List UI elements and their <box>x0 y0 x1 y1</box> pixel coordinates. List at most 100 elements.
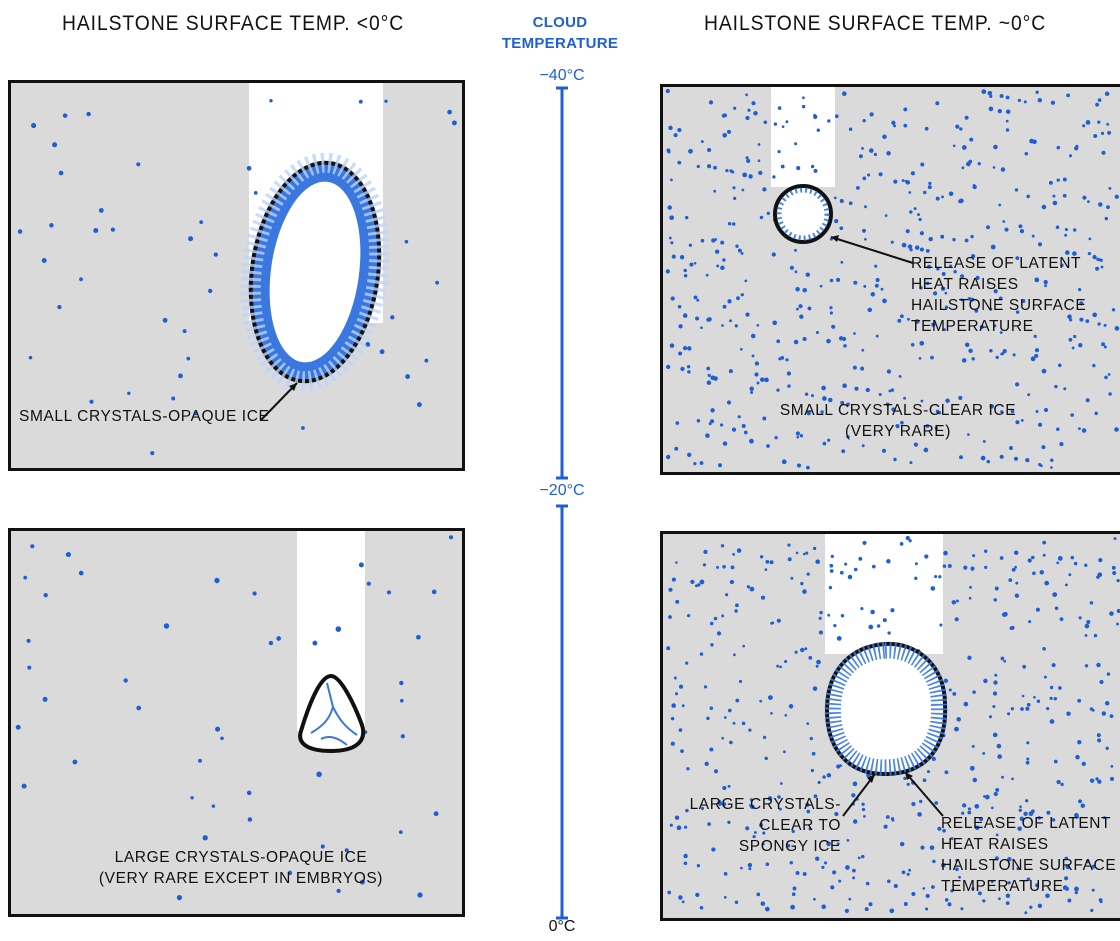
droplet-dot <box>696 164 700 169</box>
droplet-dot <box>336 888 341 894</box>
label-pointer <box>260 382 298 421</box>
droplet-dot <box>753 831 757 834</box>
label-line: CLEAR TO <box>759 817 841 834</box>
droplet-dot <box>970 566 975 571</box>
droplet-dot <box>722 113 727 118</box>
droplet-dot <box>832 870 837 875</box>
droplet-dot <box>1000 352 1003 356</box>
droplet-dot <box>860 366 865 371</box>
droplet-dot <box>839 570 844 575</box>
droplet-dot <box>963 701 969 707</box>
droplet-dot <box>690 579 695 585</box>
droplet-dot <box>950 837 954 841</box>
droplet-dot <box>735 244 739 248</box>
droplet-dot <box>944 291 948 295</box>
droplet-dot <box>886 151 891 156</box>
droplet-dot <box>737 415 741 419</box>
panel-bottom-left: LARGE CRYSTALS-OPAQUE ICE (VERY RARE EXC… <box>8 528 465 917</box>
droplet-dot <box>968 159 973 164</box>
droplet-dot <box>910 171 916 176</box>
droplet-dot <box>678 351 683 356</box>
droplet-dot <box>922 778 927 783</box>
droplet-dot <box>1064 876 1069 881</box>
droplet-dot <box>785 120 789 124</box>
droplet-dot <box>861 348 865 352</box>
droplet-dot <box>981 89 987 95</box>
droplet-dot <box>700 806 705 811</box>
droplet-dot <box>833 196 837 200</box>
droplet-dot <box>687 346 692 351</box>
droplet-dot <box>1005 128 1010 132</box>
droplet-dot <box>937 826 942 831</box>
droplet-dot <box>1064 583 1068 587</box>
droplet-dot <box>448 535 454 540</box>
droplet-dot <box>722 565 726 569</box>
droplet-dot <box>1053 697 1057 701</box>
droplet-dot <box>765 862 770 866</box>
droplet-dot <box>1007 712 1011 716</box>
droplet-dot <box>65 551 71 558</box>
droplet-dot <box>953 270 957 274</box>
droplet-dot <box>781 125 785 129</box>
droplet-dot <box>673 133 678 138</box>
droplet-dot <box>969 585 972 589</box>
droplet-dot <box>759 699 763 703</box>
droplet-dot <box>935 196 940 201</box>
droplet-dot <box>705 273 709 277</box>
droplet-dot <box>988 106 994 112</box>
droplet-dot <box>731 170 735 174</box>
droplet-dot <box>989 403 995 409</box>
droplet-dot <box>891 120 896 125</box>
droplet-dot <box>756 892 761 897</box>
droplet-dot <box>1106 205 1110 209</box>
droplet-dot <box>727 820 731 824</box>
droplet-dot <box>766 444 770 448</box>
panel-bottom-right-art <box>666 534 1120 915</box>
droplet-dot <box>379 349 385 355</box>
droplet-dot <box>994 673 998 677</box>
droplet-dot <box>1099 900 1103 904</box>
droplet-dot <box>1064 856 1069 861</box>
droplet-dot <box>827 613 831 617</box>
droplet-dot <box>799 314 804 319</box>
droplet-dot <box>1098 558 1103 563</box>
droplet-dot <box>666 454 671 460</box>
annotation-line: HAILSTONE SURFACE <box>911 297 1087 314</box>
droplet-dot <box>990 880 994 884</box>
droplet-dot <box>925 424 930 428</box>
droplet-dot <box>923 447 929 453</box>
droplet-dot <box>909 210 913 214</box>
droplet-dot <box>770 711 773 715</box>
droplet-dot <box>675 561 678 564</box>
droplet-dot <box>714 238 718 241</box>
droplet-dot <box>963 565 968 570</box>
droplet-dot <box>1051 663 1056 668</box>
droplet-dot <box>1028 620 1032 624</box>
droplet-dot <box>942 564 947 568</box>
droplet-dot <box>1025 799 1029 803</box>
droplet-dot <box>734 900 739 905</box>
droplet-dot <box>721 614 725 618</box>
droplet-dot <box>695 316 700 321</box>
droplet-dot <box>1027 558 1032 563</box>
droplet-dot <box>720 265 725 271</box>
droplet-dot <box>693 461 697 466</box>
droplet-dot <box>1100 265 1104 269</box>
droplet-dot <box>1002 349 1007 354</box>
droplet-dot <box>838 336 844 341</box>
droplet-dot <box>727 708 732 713</box>
droplet-dot <box>1035 90 1039 94</box>
droplet-dot <box>735 603 739 608</box>
droplet-dot <box>913 207 917 211</box>
droplet-dot <box>1081 428 1087 433</box>
droplet-dot <box>848 897 852 901</box>
droplet-dot <box>920 399 924 403</box>
droplet-dot <box>764 568 768 571</box>
droplet-dot <box>1068 154 1073 158</box>
droplet-dot <box>1081 761 1086 767</box>
droplet-dot <box>941 195 944 199</box>
droplet-dot <box>1005 893 1011 899</box>
droplet-dot <box>888 389 892 393</box>
droplet-dot <box>1011 567 1016 572</box>
droplet-dot <box>757 159 761 163</box>
